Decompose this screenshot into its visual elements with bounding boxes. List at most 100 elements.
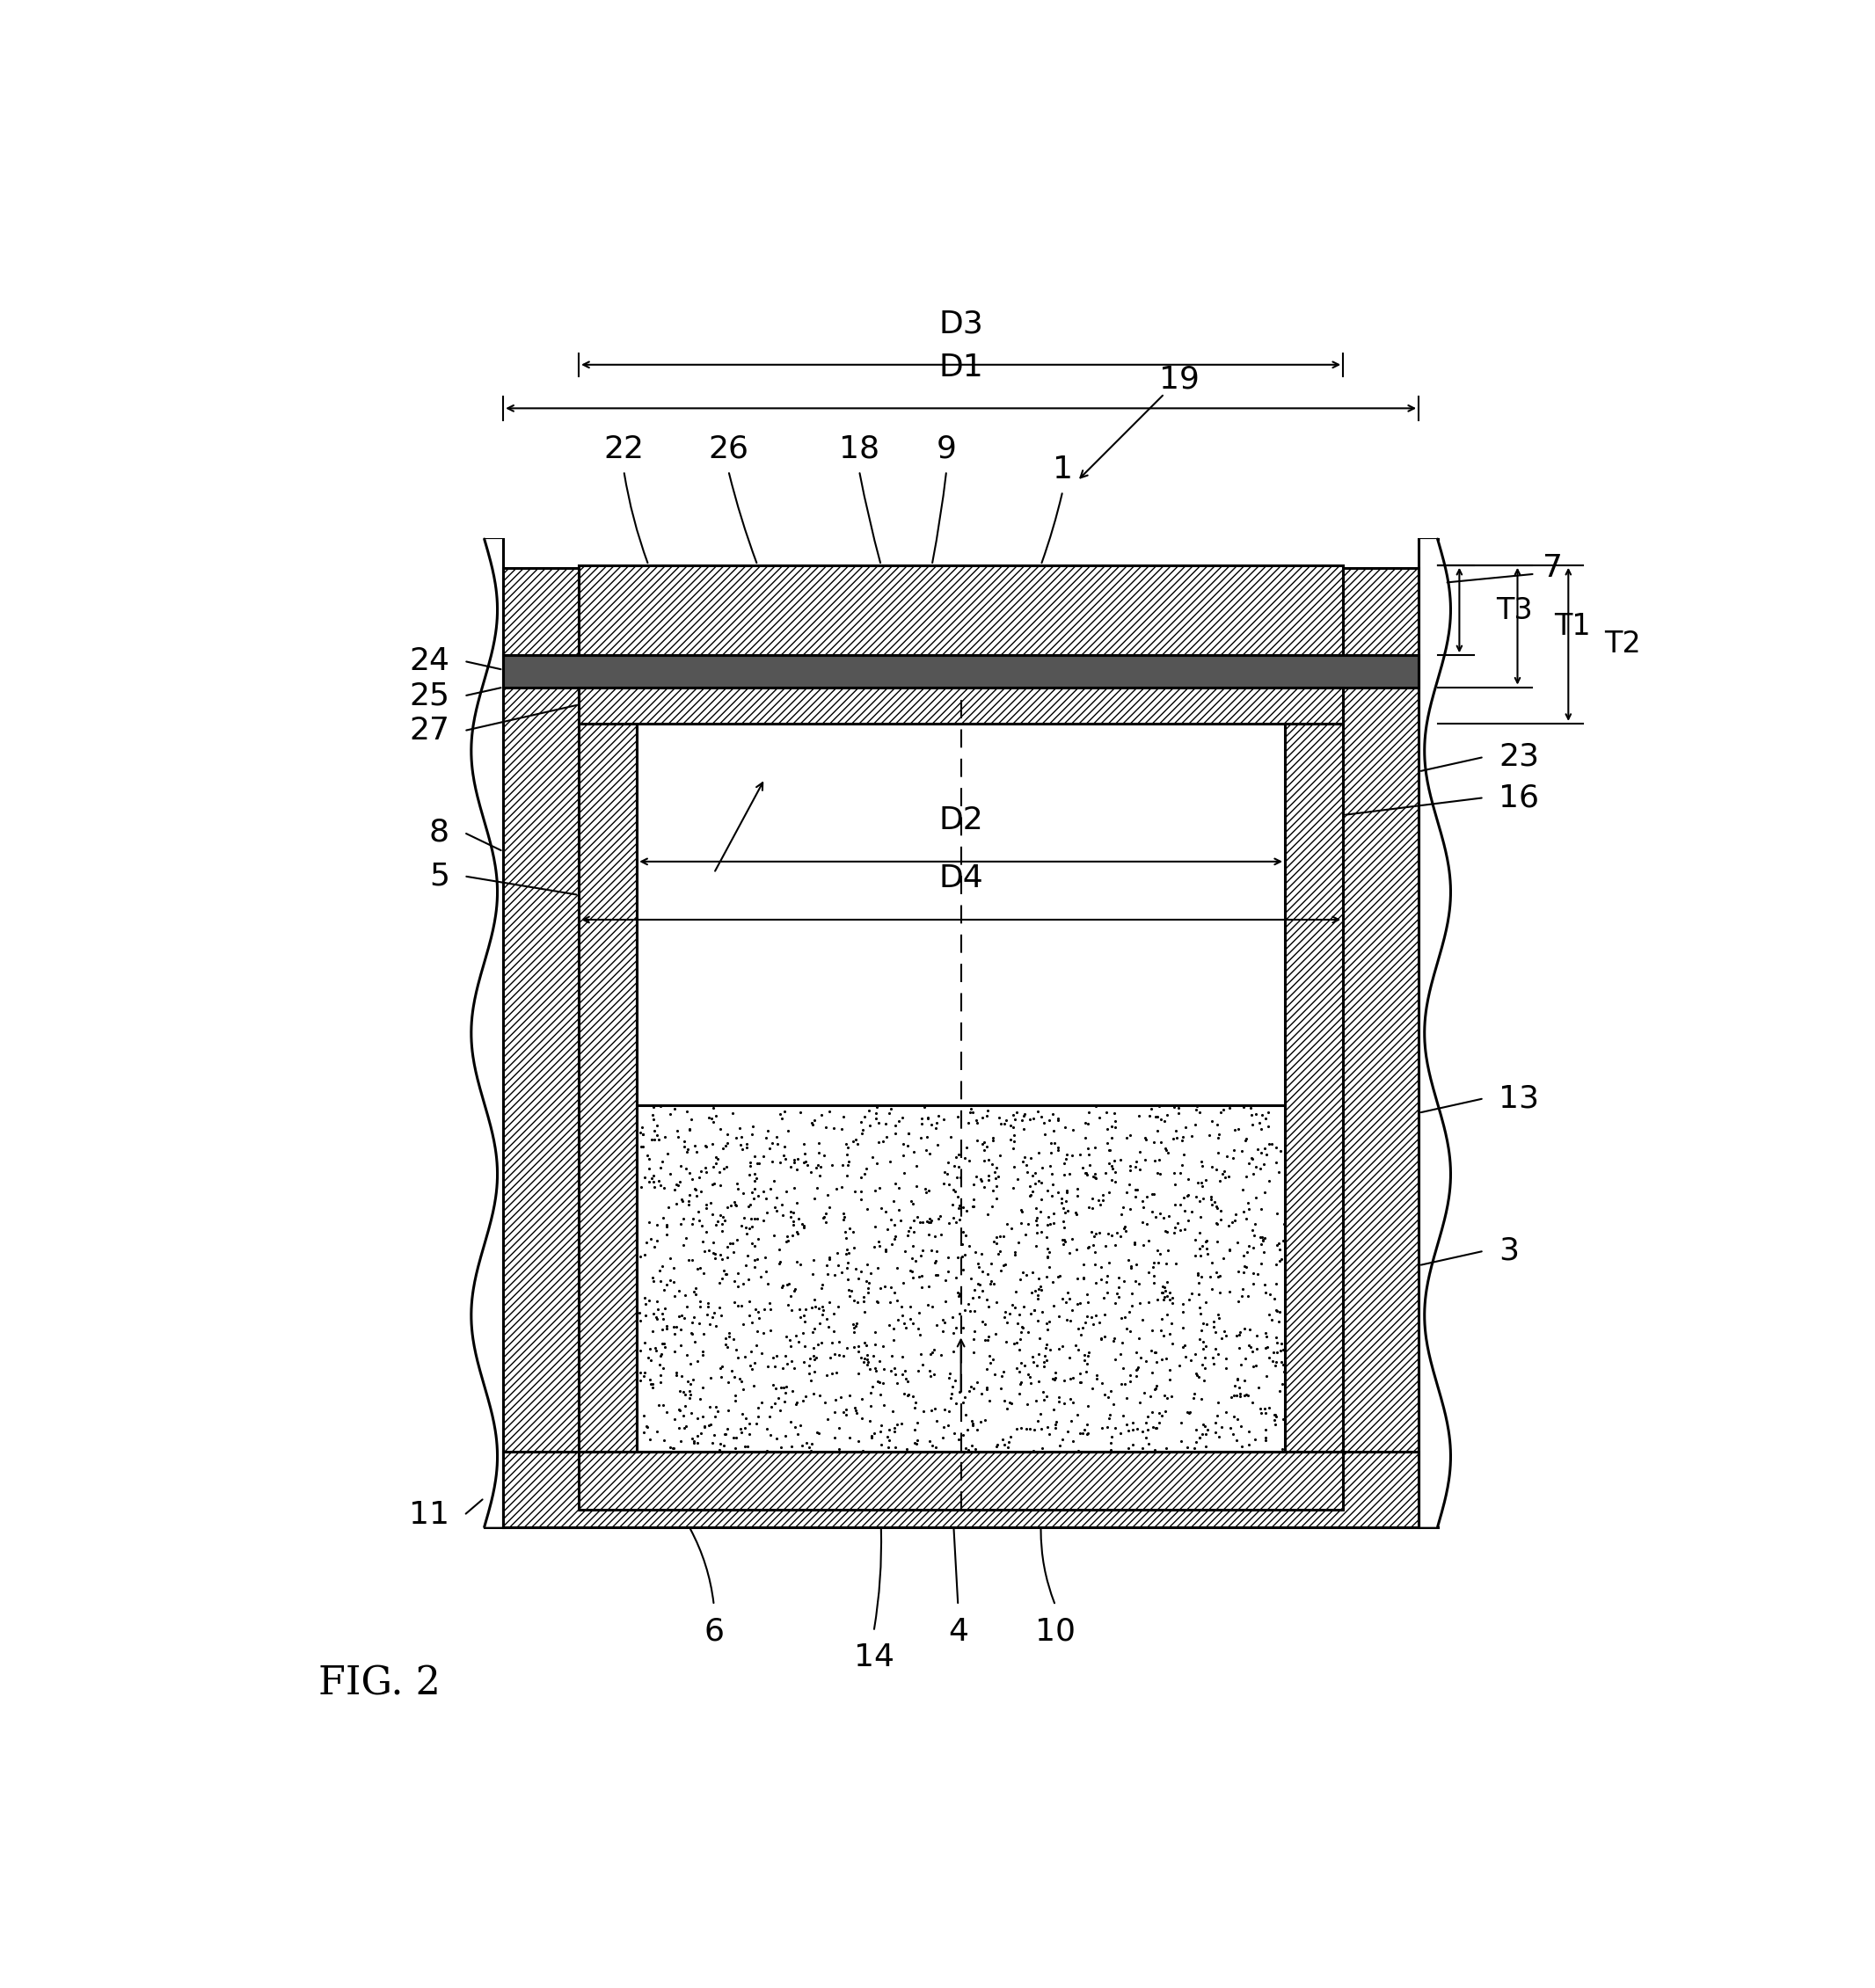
Point	[862, 1091, 892, 1123]
Point	[1063, 1312, 1093, 1344]
Point	[1264, 1296, 1294, 1328]
Point	[1187, 1171, 1217, 1203]
Point	[647, 1338, 677, 1370]
Point	[1138, 1356, 1168, 1388]
Point	[1151, 1215, 1181, 1246]
Point	[851, 1330, 881, 1362]
Point	[857, 1370, 887, 1402]
Point	[1108, 1191, 1138, 1223]
Point	[664, 1376, 694, 1408]
Point	[1121, 1248, 1151, 1280]
Point	[990, 1300, 1020, 1332]
Point	[1204, 1137, 1234, 1169]
Point	[943, 1181, 973, 1213]
Point	[1046, 1187, 1076, 1219]
Text: 25: 25	[409, 682, 450, 712]
Point	[735, 1408, 765, 1439]
Point	[939, 1417, 969, 1449]
Point	[1065, 1139, 1095, 1171]
Point	[1185, 1185, 1215, 1217]
Point	[1050, 1225, 1080, 1256]
Point	[900, 1135, 930, 1167]
Point	[703, 1205, 733, 1237]
Text: D2: D2	[939, 805, 983, 835]
Point	[797, 1258, 827, 1290]
Point	[829, 1340, 859, 1372]
Point	[776, 1346, 806, 1378]
Point	[709, 1417, 739, 1449]
Point	[1132, 1209, 1162, 1241]
Point	[1228, 1195, 1258, 1227]
Point	[656, 1097, 686, 1129]
Point	[973, 1320, 1003, 1352]
Point	[1262, 1268, 1292, 1300]
Bar	[579, 565, 1342, 656]
Point	[1129, 1378, 1159, 1409]
Point	[1054, 1237, 1084, 1268]
Point	[705, 1433, 735, 1465]
Point	[1132, 1286, 1162, 1318]
Point	[902, 1423, 932, 1455]
Point	[864, 1272, 894, 1304]
Point	[675, 1348, 705, 1380]
Point	[789, 1300, 819, 1332]
Point	[849, 1326, 879, 1358]
Point	[739, 1435, 769, 1467]
Point	[968, 1127, 998, 1159]
Point	[666, 1314, 696, 1346]
Point	[951, 1431, 981, 1463]
Point	[844, 1330, 874, 1362]
Point	[1080, 1266, 1110, 1298]
Point	[707, 1242, 737, 1274]
Point	[677, 1318, 707, 1350]
Point	[1044, 1429, 1074, 1461]
Point	[643, 1286, 673, 1318]
Point	[630, 1239, 660, 1270]
Point	[1187, 1145, 1217, 1177]
Point	[1123, 1173, 1153, 1205]
Point	[628, 1119, 658, 1151]
Point	[647, 1314, 677, 1346]
Point	[626, 1117, 656, 1149]
Point	[647, 1298, 677, 1330]
Point	[694, 1390, 724, 1421]
Point	[699, 1242, 729, 1274]
Point	[675, 1382, 705, 1413]
Point	[761, 1121, 791, 1153]
Point	[819, 1316, 849, 1348]
Point	[853, 1193, 883, 1225]
Point	[855, 1109, 885, 1141]
Point	[1151, 1298, 1181, 1330]
Point	[789, 1127, 819, 1159]
Point	[636, 1423, 666, 1455]
Point	[1048, 1282, 1078, 1314]
Point	[1110, 1368, 1140, 1400]
Point	[1170, 1213, 1200, 1244]
Text: D4: D4	[939, 863, 983, 893]
Point	[1206, 1260, 1236, 1292]
Point	[718, 1421, 748, 1453]
Point	[958, 1372, 988, 1404]
Point	[1251, 1421, 1281, 1453]
Point	[924, 1099, 954, 1131]
Point	[1191, 1225, 1221, 1256]
Point	[1151, 1217, 1181, 1248]
Point	[1072, 1133, 1102, 1165]
Point	[707, 1209, 737, 1241]
Point	[735, 1417, 765, 1449]
Point	[879, 1276, 909, 1308]
Point	[1022, 1304, 1052, 1336]
Point	[917, 1336, 947, 1368]
Point	[964, 1268, 994, 1300]
Point	[943, 1193, 973, 1225]
Point	[864, 1366, 894, 1398]
Point	[682, 1402, 713, 1433]
Point	[829, 1201, 859, 1233]
Point	[739, 1165, 769, 1197]
Point	[1239, 1423, 1269, 1455]
Point	[1185, 1421, 1215, 1453]
Point	[789, 1306, 819, 1338]
Point	[823, 1290, 853, 1322]
Point	[1187, 1314, 1217, 1346]
Point	[1014, 1103, 1044, 1135]
